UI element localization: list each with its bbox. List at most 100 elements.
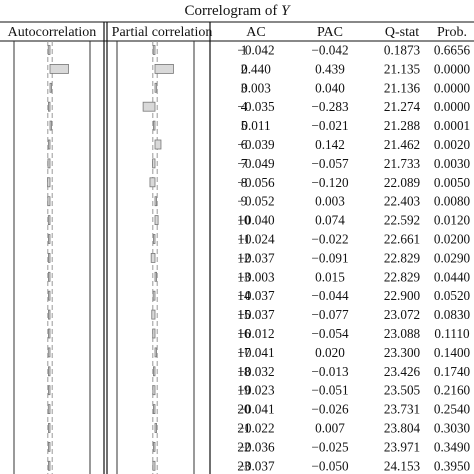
ac-cell: −0.022 [237,421,274,436]
table-row: 10−0.040 0.074 22.592 0.0120 [237,213,470,228]
lag-cell: 15 [237,307,251,322]
q-stat-cell: 22.900 [384,288,421,303]
ac-bar [47,347,51,358]
table-row: 4−0.035 −0.283 21.274 0.0000 [237,99,470,114]
prob-cell: 0.0520 [434,288,471,303]
pac-cell: −0.077 [311,307,349,322]
lag-cell: 8 [241,175,248,190]
ac-bar [47,177,51,188]
ac-cell: 0.011 [241,118,270,133]
pac-cell: −0.054 [311,326,349,341]
prob-cell: 0.6656 [434,43,471,58]
table-row: 14−0.037 −0.044 22.900 0.0520 [237,288,470,303]
pac-bar [152,158,156,169]
pac-bar [152,460,156,471]
ac-bar [48,328,51,339]
lag-cell: 23 [237,458,251,473]
lag-cell: 21 [237,421,250,436]
table-row: 22−0.036 −0.025 23.971 0.3490 [237,439,470,454]
pac-bar [152,328,156,339]
q-stat-cell: 21.274 [384,99,421,114]
pac-bar [152,441,156,452]
partial-correlation-panel [142,41,174,474]
q-stat-cell: 24.153 [384,458,421,473]
pac-cell: 0.007 [315,421,345,436]
q-stat-cell: 23.804 [384,421,421,436]
prob-cell: 0.0200 [434,232,471,247]
pac-bar [152,120,156,131]
lag-cell: 9 [241,194,248,209]
table-row: 19−0.023 −0.051 23.505 0.2160 [237,383,470,398]
pac-cell: −0.120 [311,175,349,190]
prob-cell: 0.3490 [434,439,471,454]
table-row: 18−0.032 −0.013 23.426 0.1740 [237,364,470,379]
ac-bar [48,271,51,282]
prob-cell: 0.0440 [434,269,471,284]
table-row: 7−0.049 −0.057 21.733 0.0030 [237,156,470,171]
pac-cell: 0.003 [315,194,345,209]
table-row: 30.003 0.040 21.136 0.0000 [241,80,471,95]
table-row: 50.011 −0.021 21.288 0.0001 [241,118,470,133]
lag-cell: 19 [237,383,251,398]
ac-bar [48,441,51,452]
lag-cell: 16 [237,326,251,341]
q-stat-cell: 23.505 [384,383,421,398]
prob-cell: 0.1740 [434,364,471,379]
lag-cell: 14 [237,288,251,303]
ac-cell: −0.024 [237,232,275,247]
ac-bar [47,196,51,207]
pac-header: PAC [317,25,343,40]
pac-bar [151,309,156,320]
pac-bar [154,139,162,150]
pac-cell: −0.042 [311,43,348,58]
pac-bar [152,234,156,244]
ac-cell: −0.041 [237,402,274,417]
prob-cell: 0.0030 [434,156,471,171]
ac-bar [47,215,51,226]
ac-cell: −0.049 [237,156,275,171]
table-row: 1−0.042 −0.042 0.1873 0.6656 [237,43,470,58]
table-row: 13−0.003 0.015 22.829 0.0440 [237,269,470,284]
prob-cell: 0.0080 [434,194,471,209]
ac-cell: −0.056 [237,175,275,190]
table-row: 8−0.056 −0.120 22.089 0.0050 [237,175,470,190]
ac-bar [48,423,51,433]
autocorrelation-panel [47,41,69,474]
q-stat-cell: 22.829 [384,269,421,284]
pac-cell: −0.026 [311,402,349,417]
q-stat-cell: 21.136 [384,80,421,95]
lag-cell: 3 [241,80,248,95]
ac-cell: −0.037 [237,288,275,303]
q-stat-cell: 0.1873 [384,43,421,58]
ac-bar [49,82,53,93]
table-row: 6−0.039 0.142 21.462 0.0020 [237,137,470,152]
prob-cell: 0.0000 [434,99,471,114]
ac-cell: −0.037 [237,250,275,265]
table-row: 16−0.012 −0.054 23.088 0.1110 [237,326,470,341]
table-row: 23−0.037 −0.050 24.153 0.3950 [237,458,470,473]
lag-cell: 4 [241,99,248,114]
prob-cell: 0.2160 [434,383,471,398]
lag-cell: 12 [237,250,250,265]
lag-cell: 10 [237,213,251,228]
ac-cell: −0.040 [237,213,275,228]
ac-cell: −0.041 [237,345,274,360]
pac-bar [154,271,158,282]
q-stat-header: Q-stat [385,25,419,40]
pac-cell: 0.020 [315,345,345,360]
ac-cell: 0.440 [241,61,271,76]
column-headers: Autocorrelation Partial correlation AC PAC Q… [8,25,467,40]
ac-cell: −0.036 [237,439,275,454]
pac-cell: −0.022 [311,232,348,247]
pac-bar [154,215,159,226]
pac-bar [154,347,158,358]
prob-cell: 0.0120 [434,213,471,228]
q-stat-cell: 21.288 [384,118,421,133]
table-row: 12−0.037 −0.091 22.829 0.0290 [237,250,470,265]
lag-cell: 6 [241,137,248,152]
pac-bar [152,45,156,55]
q-stat-cell: 22.089 [384,175,421,190]
q-stat-cell: 21.733 [384,156,421,171]
ac-bar [49,64,69,74]
pac-cell: −0.013 [311,364,349,379]
